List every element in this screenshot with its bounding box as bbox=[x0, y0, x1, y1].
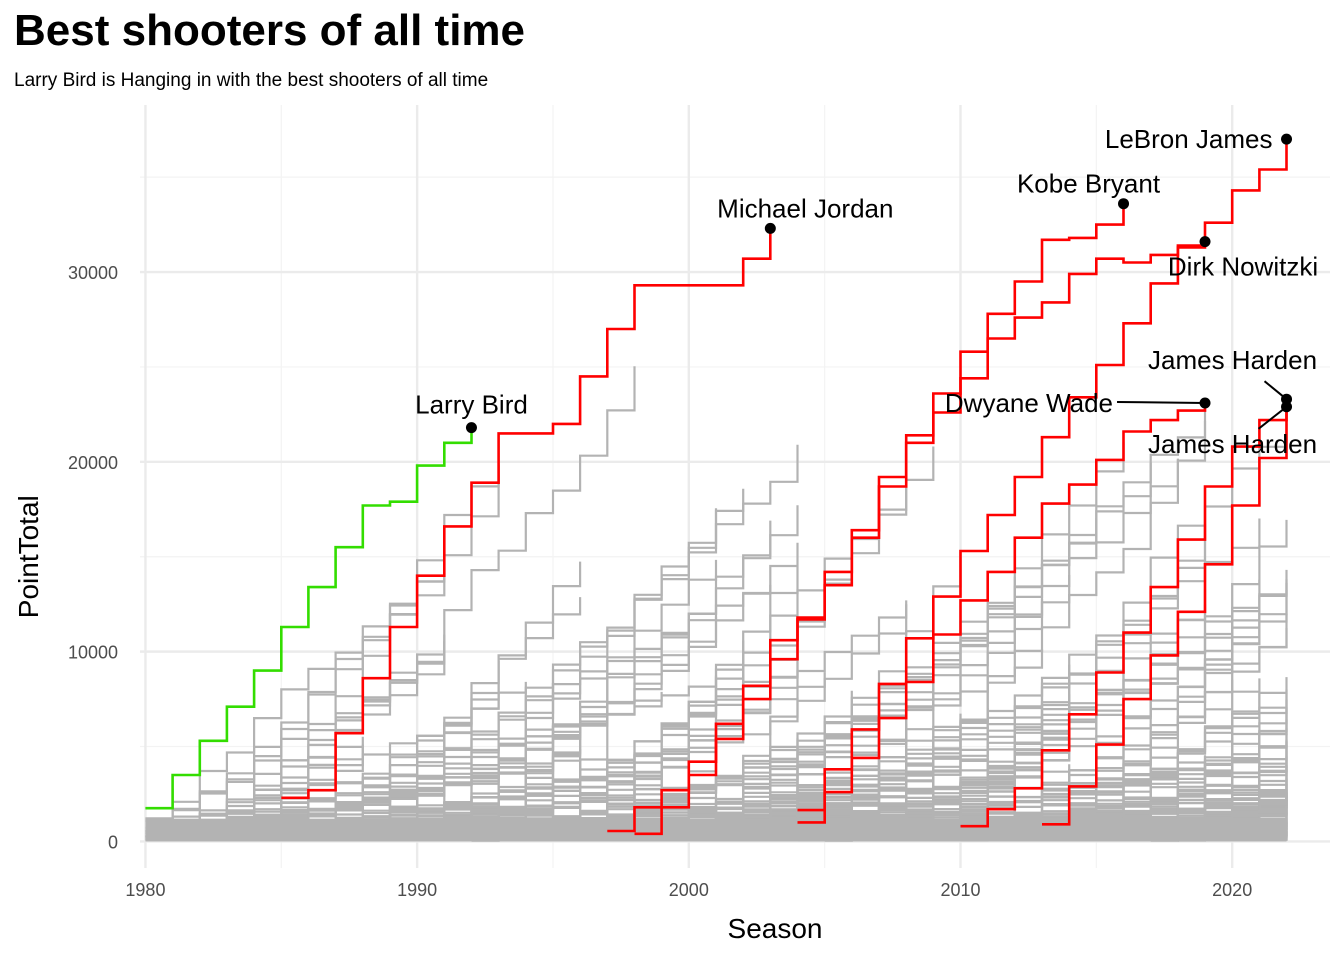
x-tick-label: 1990 bbox=[397, 880, 437, 900]
y-tick-label: 20000 bbox=[68, 453, 118, 473]
chart-subtitle: Larry Bird is Hanging in with the best s… bbox=[14, 70, 489, 91]
background-series-line bbox=[471, 672, 826, 835]
background-series-line bbox=[390, 488, 745, 824]
annotation-point-dirk-nowitzki bbox=[1199, 236, 1211, 248]
background-series-line bbox=[471, 520, 772, 827]
highlight-series-group bbox=[145, 139, 1288, 836]
background-series-line bbox=[145, 788, 174, 820]
y-tick-label: 10000 bbox=[68, 643, 118, 663]
series-line-kobe-bryant bbox=[607, 203, 1125, 833]
background-series-line bbox=[824, 401, 1207, 812]
annotations-group: Larry Bird Michael Jordan Kobe Bryant LeBro… bbox=[415, 124, 1318, 459]
y-tick-label: 0 bbox=[108, 832, 118, 852]
annotation-point-dwyane-wade bbox=[1199, 397, 1211, 409]
x-tick-label: 2020 bbox=[1212, 880, 1252, 900]
annotation-label-larry-bird: Larry Bird bbox=[415, 390, 528, 420]
annotation-label-michael-jordan: Michael Jordan bbox=[717, 193, 893, 223]
annotation-point-james-harden bbox=[1281, 393, 1293, 405]
series-line-james-harden bbox=[1042, 406, 1288, 826]
annotation-point-larry-bird bbox=[465, 422, 477, 434]
annotation-leader-james-harden bbox=[1257, 405, 1288, 430]
annotation-label-lebron-james: LeBron James bbox=[1105, 124, 1273, 154]
annotation-label-kobe-bryant: Kobe Bryant bbox=[1017, 169, 1161, 199]
x-tick-label: 2010 bbox=[940, 880, 980, 900]
series-line-dirk-nowitzki bbox=[634, 241, 1207, 836]
y-tick-label: 30000 bbox=[68, 263, 118, 283]
background-series-line bbox=[281, 366, 636, 804]
annotation-label-dirk-nowitzki: Dirk Nowitzki bbox=[1168, 252, 1318, 282]
background-series-line bbox=[1042, 679, 1234, 820]
background-series-line bbox=[362, 597, 582, 812]
x-axis-title: Season bbox=[728, 913, 823, 944]
annotation-leader-dwyane-wade bbox=[1117, 400, 1206, 404]
series-line-lebron-james bbox=[797, 139, 1288, 812]
annotation-point-michael-jordan bbox=[764, 222, 776, 234]
background-series-line bbox=[145, 547, 446, 822]
series-line-james-harden bbox=[960, 399, 1288, 828]
annotation-point-lebron-james bbox=[1281, 133, 1293, 145]
axis-ticks-group: 1980 1990 2000 2010 2020 0 10000 20000 30000 bbox=[68, 263, 1252, 900]
background-series-group bbox=[145, 366, 1288, 842]
annotation-label-james-harden: James Harden bbox=[1148, 345, 1317, 375]
chart-title: Best shooters of all time bbox=[14, 6, 526, 55]
background-series-line bbox=[226, 474, 500, 821]
series-line-michael-jordan bbox=[281, 228, 772, 800]
background-series-line bbox=[824, 458, 1179, 807]
annotation-point-kobe-bryant bbox=[1118, 198, 1130, 210]
background-series-line bbox=[851, 625, 1234, 829]
y-axis-title: PointTotal bbox=[13, 495, 44, 618]
x-tick-label: 2000 bbox=[669, 880, 709, 900]
x-tick-label: 1980 bbox=[125, 880, 165, 900]
series-line-dwyane-wade bbox=[797, 403, 1207, 824]
series-line-larry-bird bbox=[145, 427, 473, 810]
annotation-point-james-harden bbox=[1281, 401, 1293, 413]
annotation-label-james-harden: James Harden bbox=[1148, 429, 1317, 459]
annotation-label-dwyane-wade: Dwyane Wade bbox=[945, 388, 1113, 418]
background-series-line bbox=[390, 444, 799, 810]
background-low-band bbox=[145, 818, 1287, 842]
